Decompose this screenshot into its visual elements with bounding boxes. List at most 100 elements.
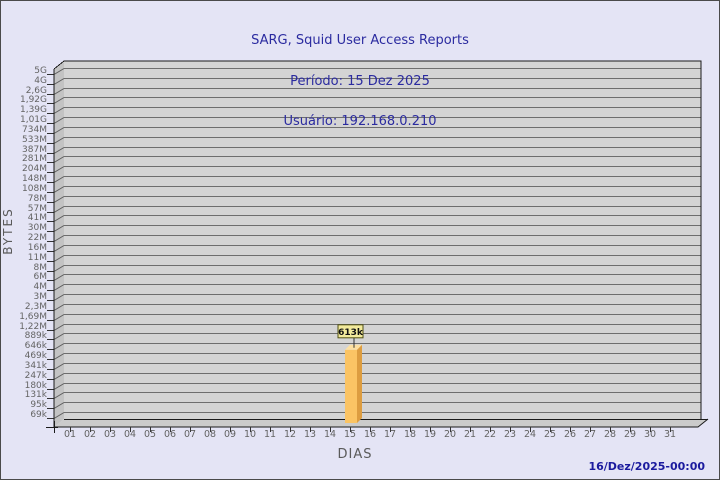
- x-tick-label: 06: [163, 429, 177, 440]
- y-tick-label: 341k: [24, 360, 47, 371]
- y-tick-wall-line: [53, 373, 65, 380]
- y-tick-label: 16M: [27, 242, 47, 253]
- y-tick-wall-line: [53, 314, 65, 321]
- bar-front-face: [345, 349, 357, 423]
- y-tick-wall-line: [53, 353, 65, 360]
- y-tick-wall-line: [53, 166, 65, 173]
- y-tick-wall-line: [53, 147, 65, 154]
- y-tick-wall-line: [53, 412, 65, 419]
- y-tick-label: 95k: [30, 399, 47, 410]
- x-tick-label: 03: [103, 429, 117, 440]
- x-tick-label: 07: [183, 429, 197, 440]
- x-tick-label: 30: [643, 429, 657, 440]
- y-tick-wall-line: [53, 196, 65, 203]
- y-tick-wall-line: [53, 78, 65, 85]
- y-tick-label: 533M: [22, 134, 47, 145]
- x-tick-label: 04: [123, 429, 137, 440]
- x-tick-label: 26: [563, 429, 577, 440]
- y-tick-wall-line: [53, 245, 65, 252]
- y-tick-wall-line: [53, 156, 65, 163]
- y-tick-wall-line: [53, 324, 65, 331]
- x-tick-label: 16: [363, 429, 377, 440]
- y-tick-label: 3M: [33, 291, 48, 302]
- x-tick-label: 09: [223, 429, 237, 440]
- y-tick-wall-line: [53, 255, 65, 262]
- y-tick-wall-line: [53, 284, 65, 291]
- y-tick-label: 180k: [24, 380, 47, 391]
- x-axis-title: DIAS: [337, 447, 373, 462]
- y-tick-label: 281M: [22, 153, 47, 164]
- x-tick-label: 11: [263, 429, 277, 440]
- x-tick-label: 02: [83, 429, 97, 440]
- plot-floor-front-edge: [54, 418, 709, 428]
- x-tick-label: 22: [483, 429, 497, 440]
- chart-header: SARG, Squid User Access Reports Período:…: [1, 7, 719, 156]
- y-tick-wall-line: [53, 343, 65, 350]
- y-tick-wall-line: [53, 107, 65, 114]
- y-tick-label: 1,22M: [19, 321, 47, 332]
- y-tick-label: 108M: [22, 183, 47, 194]
- y-tick-wall-line: [53, 215, 65, 222]
- y-tick-label: 5G: [34, 65, 47, 76]
- plot-floor: [54, 419, 708, 427]
- x-tick-label: 24: [523, 429, 537, 440]
- bar-value-box: [337, 324, 364, 339]
- x-tick-label: 29: [623, 429, 637, 440]
- report-generated-timestamp: 16/Dez/2025-00:00: [588, 460, 705, 473]
- x-tick-label: 01: [63, 429, 77, 440]
- y-tick-label: 4G: [34, 75, 47, 86]
- plot-frame-top-right: [53, 60, 702, 419]
- y-tick-label: 6M: [33, 271, 48, 282]
- x-tick-label: 31: [663, 429, 677, 440]
- x-tick-label: 12: [283, 429, 297, 440]
- y-tick-wall-line: [53, 127, 65, 134]
- y-tick-label: 2,3M: [24, 301, 47, 312]
- y-tick-label: 247k: [24, 370, 47, 381]
- y-tick-label: 57M: [27, 203, 47, 214]
- y-tick-wall-line: [53, 137, 65, 144]
- y-tick-label: 469k: [24, 350, 47, 361]
- y-tick-label: 1,01G: [19, 114, 47, 125]
- y-tick-label: 2,6G: [25, 85, 47, 96]
- y-tick-wall-line: [53, 117, 65, 124]
- x-tick-label: 20: [443, 429, 457, 440]
- chart-subtitle-user: Usuário: 192.168.0.210: [283, 114, 437, 129]
- x-tick-label: 28: [603, 429, 617, 440]
- y-tick-label: 22M: [27, 232, 47, 243]
- y-tick-label: 148M: [22, 173, 47, 184]
- chart-title: SARG, Squid User Access Reports: [251, 33, 469, 48]
- y-tick-wall-line: [53, 235, 65, 242]
- x-tick-label: 05: [143, 429, 157, 440]
- y-tick-label: 8M: [33, 262, 48, 273]
- x-tick-label: 27: [583, 429, 597, 440]
- plot-back-wall: [64, 61, 701, 419]
- y-tick-wall-line: [53, 225, 65, 232]
- y-tick-wall-line: [53, 363, 65, 370]
- y-tick-wall-line: [53, 97, 65, 104]
- x-tick-label: 14: [323, 429, 337, 440]
- x-tick-label: 17: [383, 429, 397, 440]
- y-tick-wall-line: [53, 206, 65, 213]
- x-tick-label: 15: [343, 429, 357, 440]
- x-tick-label: 25: [543, 429, 557, 440]
- chart-subtitle-period: Período: 15 Dez 2025: [290, 73, 430, 89]
- bar-side-face: [357, 344, 362, 423]
- y-tick-wall-line: [53, 186, 65, 193]
- y-tick-label: 387M: [22, 144, 47, 155]
- x-tick-label: 18: [403, 429, 417, 440]
- y-tick-wall-line: [53, 265, 65, 272]
- y-tick-label: 11M: [27, 252, 47, 263]
- y-tick-label: 41M: [27, 212, 47, 223]
- y-tick-label: 78M: [27, 193, 47, 204]
- y-tick-wall-line: [53, 304, 65, 311]
- y-tick-label: 734M: [22, 124, 47, 135]
- y-tick-label: 1,69M: [19, 311, 47, 322]
- y-tick-label: 646k: [24, 340, 47, 351]
- y-tick-label: 204M: [22, 163, 47, 174]
- y-tick-label: 1,92G: [19, 94, 47, 105]
- bar-value-label: 613k: [338, 328, 364, 338]
- y-tick-wall-line: [53, 333, 65, 340]
- y-tick-wall-line: [53, 274, 65, 281]
